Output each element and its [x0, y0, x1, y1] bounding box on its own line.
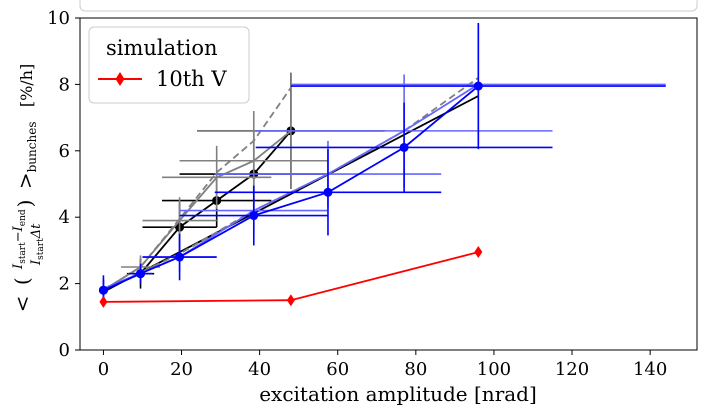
y-label-num: I: [11, 263, 26, 270]
y-label-gt: >: [13, 172, 37, 189]
x-axis-label: excitation amplitude [nrad]: [259, 382, 537, 406]
x-tick-label-100: 100: [477, 359, 511, 380]
x-tick-label-140: 140: [633, 359, 667, 380]
y-axis-label: < ( Istart−Iend IstartΔt ) >bunches [%/h…: [6, 64, 46, 312]
series-3-line: [102, 87, 292, 291]
series-6-point-2: [175, 252, 185, 262]
y-label-gt-sub: bunches: [25, 122, 39, 173]
series-6-point-1: [136, 269, 146, 279]
y-label-minus: −: [11, 231, 26, 242]
x-tick-label-40: 40: [248, 359, 271, 380]
ticks: 0 20 40 60 80 100 120 140 0 2 4 6 8 10: [47, 8, 667, 380]
legend-title: simulation: [106, 36, 218, 60]
x-tick-label-20: 20: [170, 359, 193, 380]
series-2: [102, 72, 385, 301]
y-label-rparen: ): [13, 200, 37, 208]
y-label-num-sub2: end: [18, 209, 28, 226]
y-label-den: I: [29, 259, 44, 266]
top-overlay-box: [79, 0, 698, 12]
series-1: [102, 95, 479, 293]
axes-frame: [79, 17, 698, 351]
y-label-num2: I: [11, 225, 26, 232]
plot-area: [98, 22, 666, 308]
y-tick-label-4: 4: [59, 207, 70, 228]
svg-text:< ( Istart−Iend: < ( Istart−Iend IstartΔt ) >bunches [%/h…: [6, 64, 46, 312]
series-1-line: [102, 95, 479, 293]
y-tick-label-0: 0: [59, 340, 70, 361]
y-label-den-sub: start: [36, 238, 46, 260]
series-6-point-0: [98, 285, 108, 295]
legend: simulation 10th V: [88, 26, 250, 104]
y-label-unit: [%/h]: [17, 64, 36, 107]
series-6-point-4: [323, 187, 333, 197]
x-tick-label-80: 80: [404, 359, 427, 380]
x-tick-label-60: 60: [326, 359, 349, 380]
series-7-point-1: [286, 294, 295, 307]
legend-box: [88, 26, 250, 104]
y-label-den-rest: Δt: [29, 223, 44, 239]
series-6: [98, 22, 666, 306]
y-tick-label-2: 2: [59, 274, 70, 295]
series-7-point-0: [99, 295, 108, 308]
x-tick-label-120: 120: [555, 359, 589, 380]
series-6-point-5: [399, 142, 409, 152]
series-3: [102, 87, 292, 291]
y-label-num-sub1: start: [18, 242, 28, 264]
series-6-point-3: [249, 211, 259, 221]
plot-frame: [79, 17, 698, 351]
x-tick-label-0: 0: [98, 359, 109, 380]
y-tick-label-6: 6: [59, 141, 70, 162]
y-tick-label-8: 8: [59, 74, 70, 95]
y-label-lparen: (: [10, 277, 34, 285]
legend-entry-label: 10th V: [156, 67, 227, 91]
legend-marker-diamond: [115, 72, 125, 86]
series-7: [99, 246, 483, 308]
series-7-point-2: [474, 246, 483, 259]
y-tick-label-10: 10: [47, 8, 70, 29]
y-label-lt: <: [10, 295, 34, 312]
series-6-point-6: [473, 81, 483, 91]
